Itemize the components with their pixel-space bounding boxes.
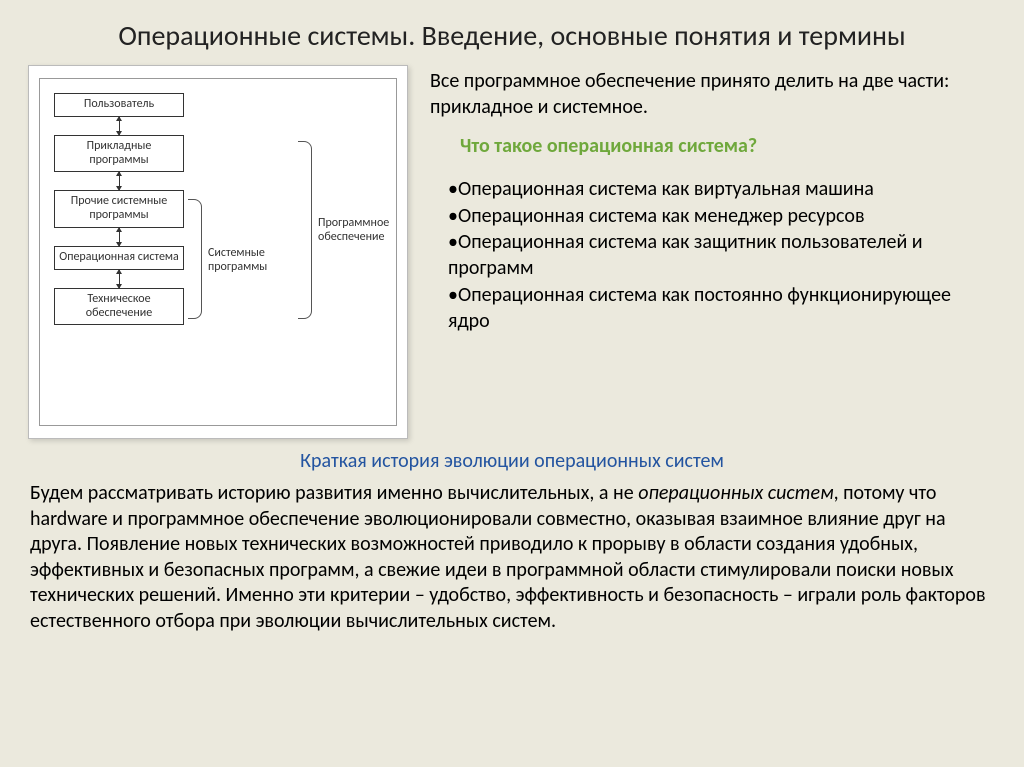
right-column: Все программное обеспечение принято дели… [430,65,996,335]
list-item: •Операционная система как менеджер ресур… [448,203,996,229]
list-item: •Операционная система как защитник польз… [448,229,996,282]
body-paragraph: Будем рассматривать историю развития име… [28,481,996,635]
bullet-text: Операционная система как защитник пользо… [448,230,923,280]
diagram-box-os: Операционная система [54,246,184,270]
intro-text: Все программное обеспечение принято дели… [430,69,996,120]
page-title: Операционные системы. Введение, основные… [28,18,996,53]
diagram-panel: Пользователь Прикладные программы Прочие… [28,65,408,439]
bullet-text: Операционная система как постоянно функц… [448,283,951,333]
brace-outer-label: Программное обеспечение [318,217,408,245]
list-item: •Операционная система как виртуальная ма… [448,176,996,202]
brace-inner [188,199,202,319]
diagram-box-hw: Техническое обеспечение [54,288,184,326]
brace-outer [298,141,312,319]
bullet-text: Операционная система как виртуальная маш… [458,177,874,201]
diagram-box-apps: Прикладные программы [54,135,184,173]
list-item: •Операционная система как постоянно функ… [448,282,996,335]
brace-inner-label: Системные программы [208,247,298,275]
body-emphasis: операционных систем [638,481,833,505]
arrow-icon [119,172,120,190]
diagram-box-sysprogs: Прочие системные программы [54,190,184,228]
question-heading: Что такое операционная система? [460,134,996,158]
section-subtitle: Краткая история эволюции операционных си… [28,449,996,473]
body-lead: Будем рассматривать историю развития име… [30,481,638,505]
arrow-icon [119,270,120,288]
diagram-frame: Пользователь Прикладные программы Прочие… [39,78,397,426]
slide: Операционные системы. Введение, основные… [0,0,1024,635]
arrow-icon [119,117,120,135]
diagram-box-user: Пользователь [54,93,184,117]
bullet-list: •Операционная система как виртуальная ма… [448,176,996,334]
arrow-icon [119,228,120,246]
diagram-column: Пользователь Прикладные программы Прочие… [54,93,184,325]
bullet-text: Операционная система как менеджер ресурс… [458,204,865,228]
top-row: Пользователь Прикладные программы Прочие… [28,65,996,439]
